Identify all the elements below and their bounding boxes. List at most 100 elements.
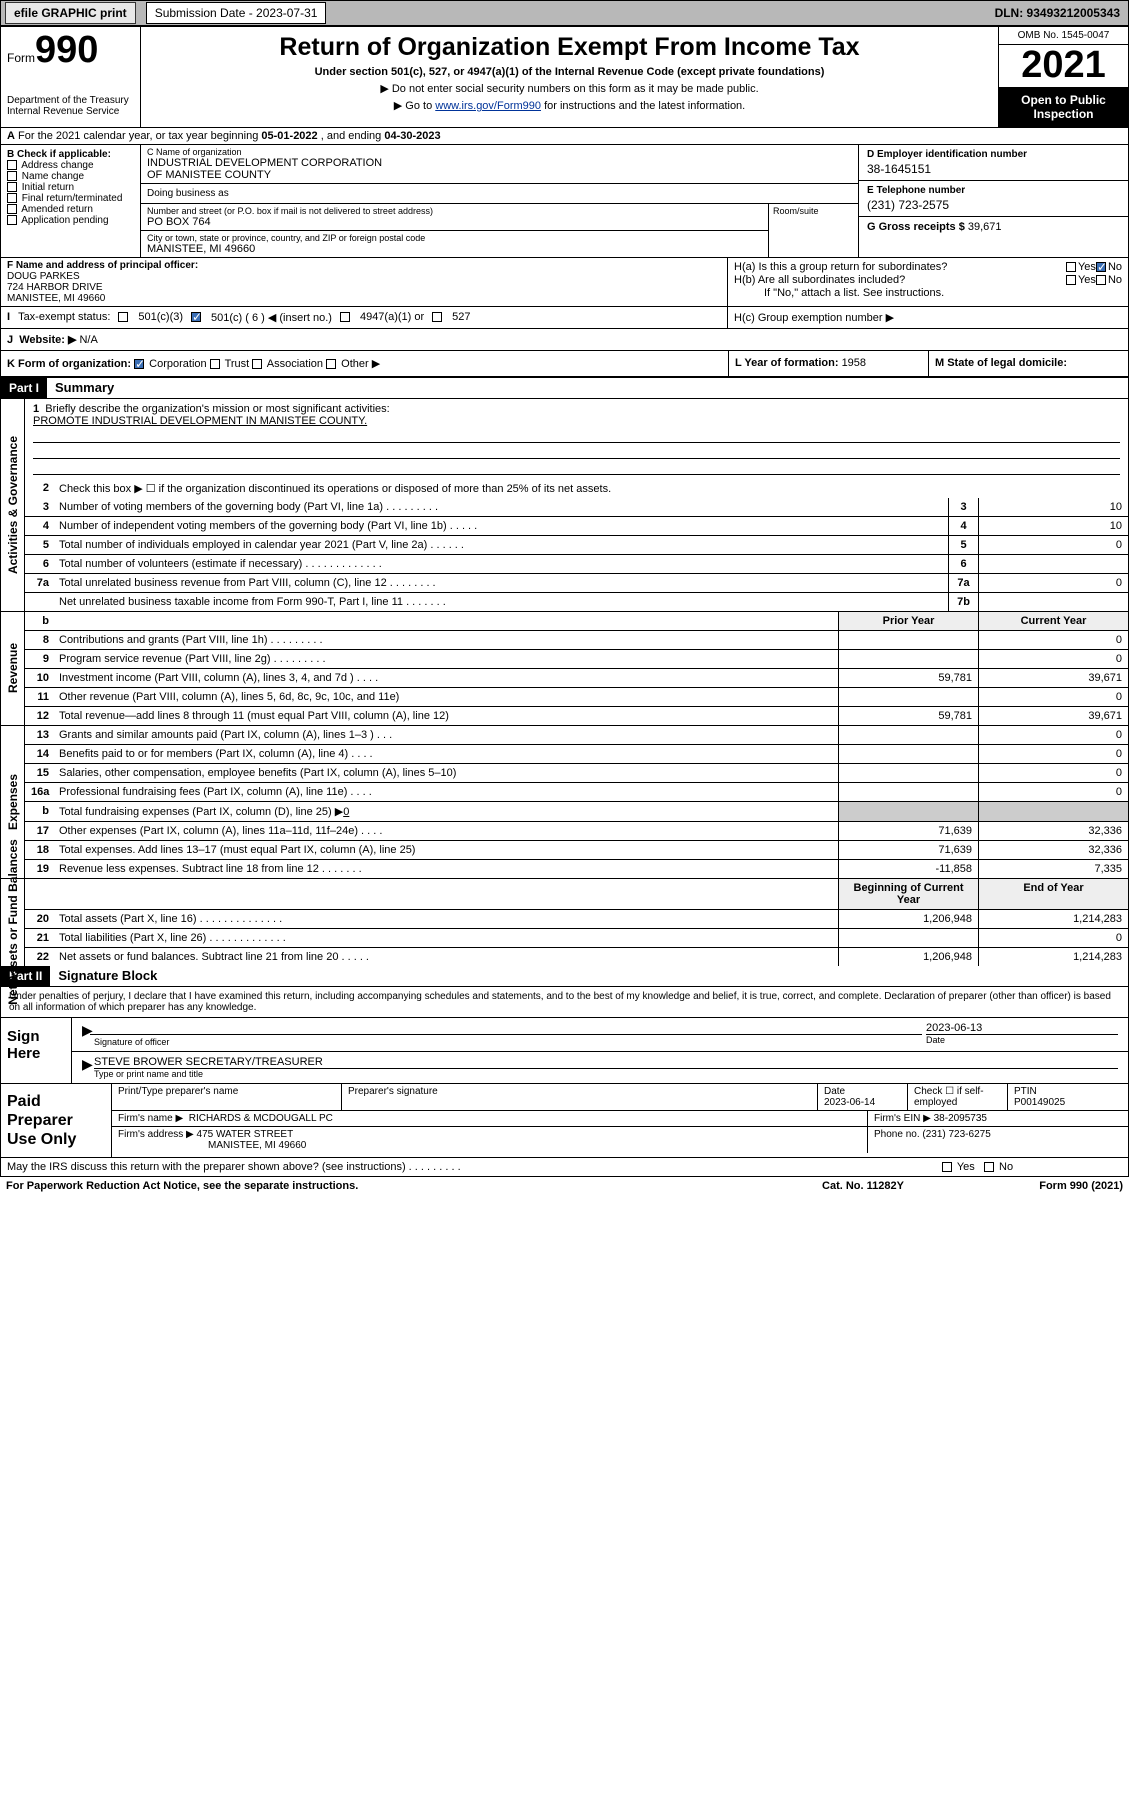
chk-app-pending[interactable] — [7, 215, 17, 225]
tab-activities-governance: Activities & Governance — [1, 399, 25, 611]
chk-trust[interactable] — [210, 359, 220, 369]
sig-officer-label: Signature of officer — [94, 1037, 918, 1047]
line-18: Total expenses. Add lines 13–17 (must eq… — [55, 841, 838, 859]
self-employed-chk: Check ☐ if self-employed — [908, 1084, 1008, 1110]
chk-address-change[interactable] — [7, 160, 17, 170]
firm-phone: Phone no. (231) 723-6275 — [868, 1127, 1128, 1153]
chk-527[interactable] — [432, 312, 442, 322]
signature-declaration: Under penalties of perjury, I declare th… — [1, 987, 1128, 1018]
mission-block: 1 Briefly describe the organization's mi… — [25, 399, 1128, 479]
chk-501c[interactable] — [191, 312, 201, 322]
hdr-beginning-year: Beginning of Current Year — [838, 879, 978, 909]
line-14: Benefits paid to or for members (Part IX… — [55, 745, 838, 763]
row-a-tax-year: A For the 2021 calendar year, or tax yea… — [1, 128, 1128, 145]
chk-ha-yes[interactable] — [1066, 262, 1076, 272]
line-4: Number of independent voting members of … — [55, 517, 948, 535]
group-exemption: H(c) Group exemption number ▶ — [728, 307, 1128, 328]
line-5: Total number of individuals employed in … — [55, 536, 948, 554]
chk-discuss-no[interactable] — [984, 1162, 994, 1172]
chk-other[interactable] — [326, 359, 336, 369]
org-name-box: C Name of organization INDUSTRIAL DEVELO… — [141, 145, 858, 184]
val-7a: 0 — [978, 574, 1128, 592]
chk-501c3[interactable] — [118, 312, 128, 322]
tab-net-assets: Net Assets or Fund Balances — [1, 879, 25, 966]
chk-final-return[interactable] — [7, 193, 17, 203]
form-of-org: K Form of organization: Corporation Trus… — [1, 351, 728, 376]
state-domicile: M State of legal domicile: — [928, 351, 1128, 376]
chk-4947[interactable] — [340, 312, 350, 322]
chk-name-change[interactable] — [7, 171, 17, 181]
form-frame: Form990 Department of the Treasury Inter… — [0, 26, 1129, 1177]
line-16b: Total fundraising expenses (Part IX, col… — [55, 802, 838, 821]
efile-print-button[interactable]: efile GRAPHIC print — [5, 2, 136, 24]
line-8: Contributions and grants (Part VIII, lin… — [55, 631, 838, 649]
form-number: Form990 — [7, 31, 134, 69]
line-3: Number of voting members of the governin… — [55, 498, 948, 516]
val-5: 0 — [978, 536, 1128, 554]
year-formation: L Year of formation: 1958 — [728, 351, 928, 376]
line-20: Total assets (Part X, line 16) . . . . .… — [55, 910, 838, 928]
gross-receipts: G Gross receipts $ 39,671 — [859, 217, 1128, 237]
hdr-prior-year: Prior Year — [838, 612, 978, 630]
val-3: 10 — [978, 498, 1128, 516]
chk-corp[interactable] — [134, 359, 144, 369]
street-address: Number and street (or P.O. box if mail i… — [141, 204, 768, 230]
form-note-ssn: ▶ Do not enter social security numbers o… — [149, 82, 990, 95]
line-13: Grants and similar amounts paid (Part IX… — [55, 726, 838, 744]
line-12: Total revenue—add lines 8 through 11 (mu… — [55, 707, 838, 725]
part1-header: Part I Summary — [1, 378, 1128, 399]
firm-ein: Firm's EIN ▶ 38-2095735 — [868, 1111, 1128, 1126]
discuss-row: May the IRS discuss this return with the… — [1, 1157, 1128, 1176]
chk-hb-no[interactable] — [1096, 275, 1106, 285]
chk-amended-return[interactable] — [7, 204, 17, 214]
website-row: J Website: ▶ N/A — [1, 329, 1128, 351]
line-2: Check this box ▶ ☐ if the organization d… — [55, 479, 1128, 498]
tax-exempt-status: I Tax-exempt status: 501(c)(3) 501(c) ( … — [1, 307, 728, 328]
line-22: Net assets or fund balances. Subtract li… — [55, 948, 838, 966]
tax-year: 2021 — [999, 45, 1128, 87]
line-7a: Total unrelated business revenue from Pa… — [55, 574, 948, 592]
preparer-name-hdr: Print/Type preparer's name — [112, 1084, 342, 1110]
chk-ha-no[interactable] — [1096, 262, 1106, 272]
line-19: Revenue less expenses. Subtract line 18 … — [55, 860, 838, 878]
chk-discuss-yes[interactable] — [942, 1162, 952, 1172]
preparer-date: Date2023-06-14 — [818, 1084, 908, 1110]
line-15: Salaries, other compensation, employee b… — [55, 764, 838, 782]
line-16a: Professional fundraising fees (Part IX, … — [55, 783, 838, 801]
col-b-checkboxes: B Check if applicable: Address change Na… — [1, 145, 141, 257]
top-toolbar: efile GRAPHIC print Submission Date - 20… — [0, 0, 1129, 26]
form-title: Return of Organization Exempt From Incom… — [149, 33, 990, 62]
tab-revenue: Revenue — [1, 612, 25, 725]
omb-number: OMB No. 1545-0047 — [999, 27, 1128, 45]
hdr-current-year: Current Year — [978, 612, 1128, 630]
room-suite: Room/suite — [768, 204, 858, 257]
val-7b — [978, 593, 1128, 611]
val-6 — [978, 555, 1128, 573]
open-inspection: Open to Public Inspection — [999, 87, 1128, 127]
line-11: Other revenue (Part VIII, column (A), li… — [55, 688, 838, 706]
firm-address: Firm's address ▶ 475 WATER STREETMANISTE… — [112, 1127, 868, 1153]
sign-here-label: Sign Here — [1, 1018, 71, 1083]
chk-initial-return[interactable] — [7, 182, 17, 192]
firm-name: Firm's name ▶ RICHARDS & MCDOUGALL PC — [112, 1111, 868, 1126]
part2-header: Part II Signature Block — [1, 966, 1128, 987]
submission-date: Submission Date - 2023-07-31 — [146, 2, 327, 24]
line-7b: Net unrelated business taxable income fr… — [55, 593, 948, 611]
dba-box: Doing business as — [141, 184, 858, 204]
sig-date-label: Date — [926, 1034, 1118, 1045]
principal-officer: F Name and address of principal officer:… — [1, 258, 728, 306]
val-4: 10 — [978, 517, 1128, 535]
hdr-end-year: End of Year — [978, 879, 1128, 909]
city-address: City or town, state or province, country… — [141, 230, 768, 257]
chk-hb-yes[interactable] — [1066, 275, 1076, 285]
preparer-sig-hdr: Preparer's signature — [342, 1084, 818, 1110]
chk-assoc[interactable] — [252, 359, 262, 369]
form-subtitle: Under section 501(c), 527, or 4947(a)(1)… — [149, 66, 990, 78]
ptin: PTINP00149025 — [1008, 1084, 1128, 1110]
line-21: Total liabilities (Part X, line 26) . . … — [55, 929, 838, 947]
form-link-line: ▶ Go to www.irs.gov/Form990 for instruct… — [149, 99, 990, 112]
telephone-box: E Telephone number (231) 723-2575 — [859, 181, 1128, 217]
line-9: Program service revenue (Part VIII, line… — [55, 650, 838, 668]
officer-name: STEVE BROWER SECRETARY/TREASURER — [94, 1056, 1118, 1068]
irs-link[interactable]: www.irs.gov/Form990 — [435, 100, 541, 112]
